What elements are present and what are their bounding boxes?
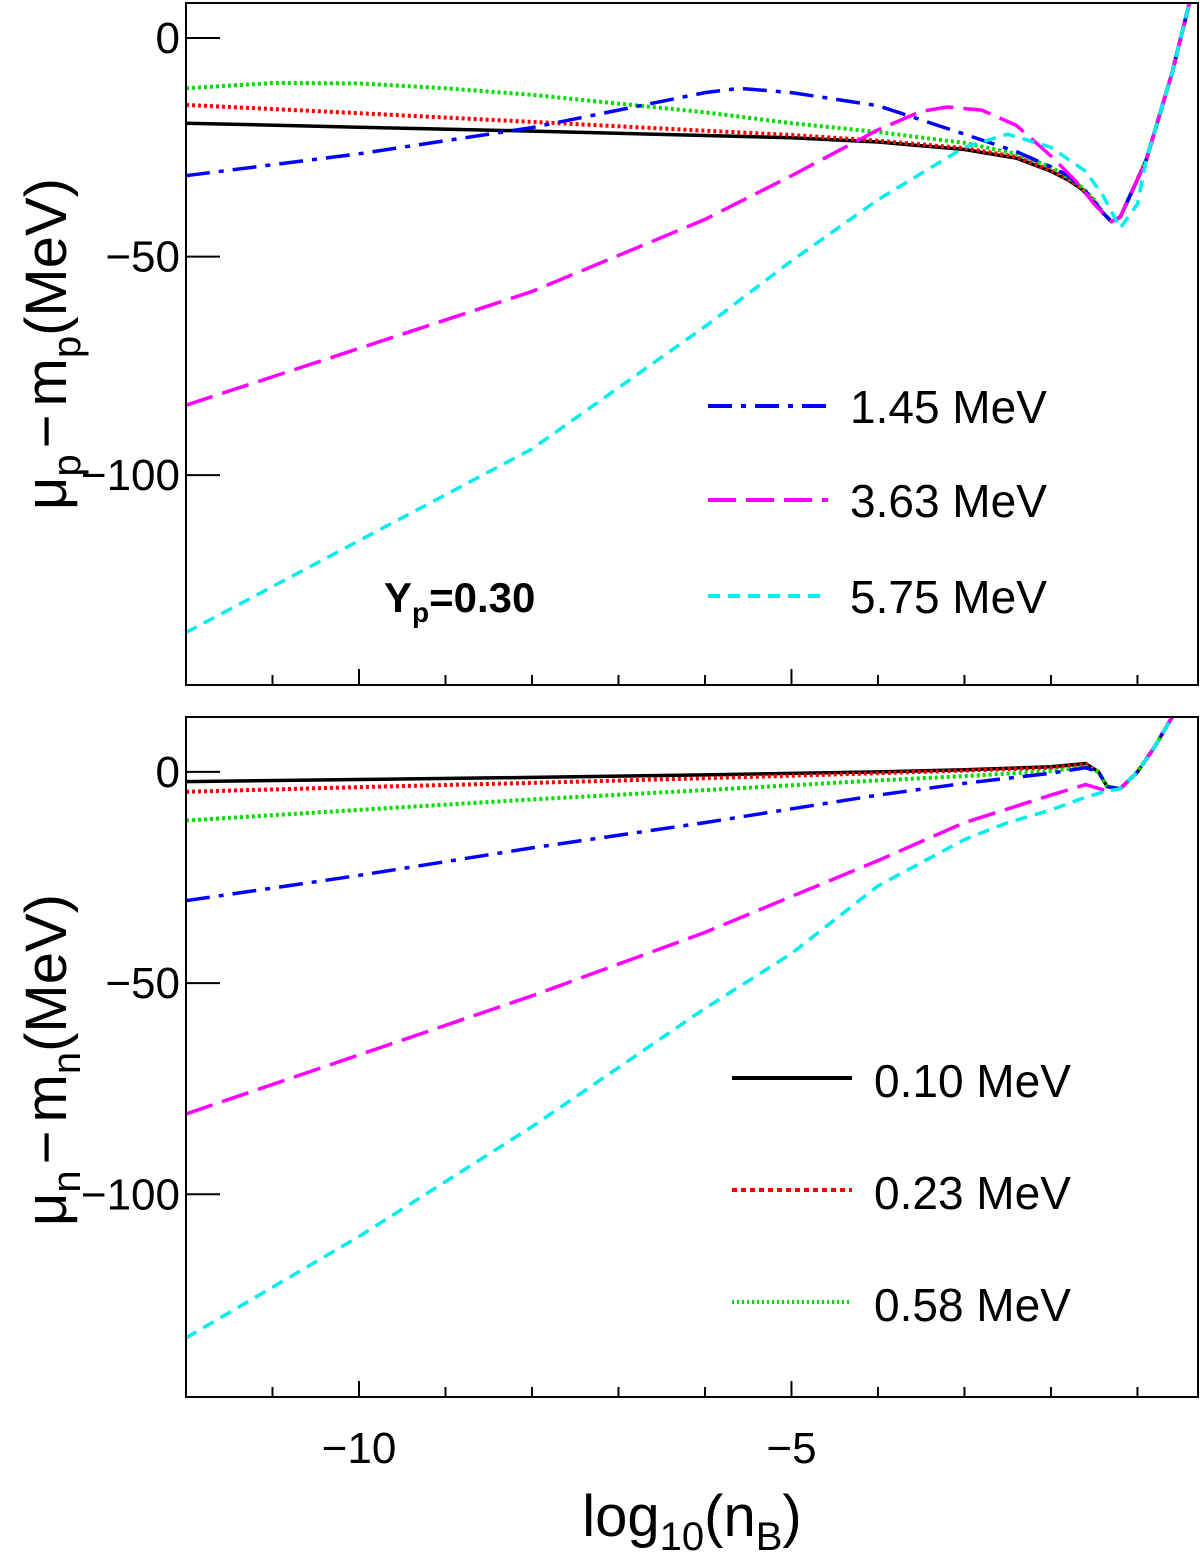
xlabel-main: log — [582, 1484, 659, 1549]
xlabel-sub2: B — [756, 1515, 783, 1558]
x-tick-label: −5 — [766, 1424, 816, 1473]
top-ticks — [185, 36, 1139, 685]
bottom-y-axis-label: μn−mn(MeV) — [14, 894, 89, 1226]
top-ylabel-mu: μ — [14, 477, 79, 510]
bot-ylabel-unit: (MeV) — [14, 894, 79, 1052]
y-tick-label-top: −100 — [81, 451, 180, 500]
bot-ylabel-dash: − — [14, 1130, 79, 1164]
series-bottom-5-75-mev — [186, 717, 1174, 1340]
xlabel-open: (n — [704, 1484, 756, 1549]
bottom-plot-frame — [185, 716, 1199, 1398]
bottom-y-tick-labels: 0 −50 −100 — [81, 748, 180, 1219]
xlabel-close: ) — [782, 1484, 801, 1549]
yp-annotation-rest: =0.30 — [429, 574, 535, 621]
top-ylabel-unit: (MeV) — [14, 178, 79, 336]
bot-ylabel-m: m — [14, 1074, 79, 1122]
top-curves — [186, 3, 1192, 635]
y-tick-label-bottom: −100 — [81, 1170, 180, 1219]
top-y-axis-label: μp−mp(MeV) — [14, 178, 89, 510]
x-tick-label: −10 — [322, 1424, 397, 1473]
bot-ylabel-m-sub: n — [45, 1052, 89, 1074]
series-bottom-0-58-mev — [186, 717, 1174, 823]
top-ylabel-mu-sub: p — [45, 454, 89, 476]
bottom-panel: 0−50−100 −10 −5 μn−mn(MeV) log10(nB) 0.10… — [14, 716, 1199, 1558]
y-tick-label-top: −50 — [105, 233, 180, 282]
bottom-curves — [186, 717, 1174, 1340]
top-legend: 1.45 MeV 3.63 MeV 5.75 MeV — [708, 381, 1047, 623]
bot-ylabel-mu-sub: n — [45, 1170, 89, 1192]
legend-label-0.23: 0.23 MeV — [874, 1167, 1071, 1219]
top-plot-frame — [185, 2, 1199, 686]
top-ylabel-dash: − — [14, 414, 79, 448]
series-bottom-0-23-mev — [186, 717, 1174, 794]
yp-annotation-sub: p — [412, 597, 429, 628]
legend-label-0.58: 0.58 MeV — [874, 1279, 1071, 1331]
series-top-5-75-mev — [186, 3, 1192, 635]
legend-label-5.75: 5.75 MeV — [850, 571, 1047, 623]
bottom-x-tick-labels: −10 −5 — [322, 1424, 817, 1473]
y-tick-label-top: 0 — [156, 14, 180, 63]
series-bottom-1-45-mev — [186, 717, 1174, 903]
legend-label-3.63: 3.63 MeV — [850, 475, 1047, 527]
legend-label-1.45: 1.45 MeV — [850, 381, 1047, 433]
series-top-0-23-mev — [186, 3, 1192, 224]
series-bottom-3-63-mev — [186, 717, 1174, 1116]
top-ylabel-m-sub: p — [45, 336, 89, 358]
top-ylabel-m: m — [14, 358, 79, 406]
top-y-tick-labels: 0 −50 −100 — [81, 14, 180, 500]
xlabel-sub1: 10 — [660, 1515, 705, 1558]
bottom-legend: 0.10 MeV 0.23 MeV 0.58 MeV — [732, 1055, 1071, 1331]
x-axis-label: log10(nB) — [582, 1484, 802, 1558]
y-tick-label-bottom: −50 — [105, 959, 180, 1008]
bot-ylabel-mu: μ — [14, 1193, 79, 1226]
yp-annotation-main: Y — [384, 574, 412, 621]
top-panel: 0−50−100 μp−mp(MeV) Yp=0.30 1.45 MeV 3.6… — [14, 2, 1199, 686]
legend-label-0.10: 0.10 MeV — [874, 1055, 1071, 1107]
y-tick-label-bottom: 0 — [156, 748, 180, 797]
yp-annotation: Yp=0.30 — [384, 574, 535, 628]
series-top-3-63-mev — [186, 3, 1192, 407]
